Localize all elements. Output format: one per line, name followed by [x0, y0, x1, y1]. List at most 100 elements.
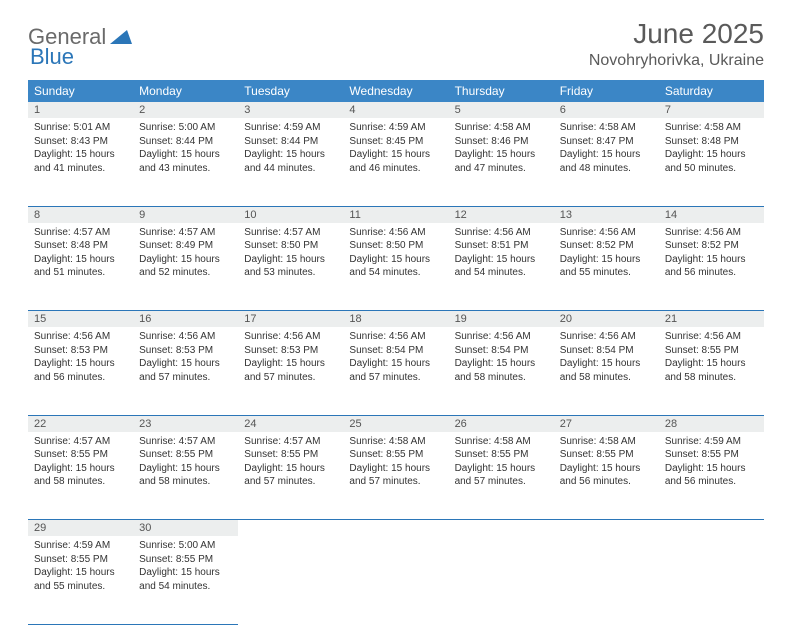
- day-number-cell: 8: [28, 206, 133, 223]
- day-number-cell: 17: [238, 311, 343, 328]
- sunrise-line: Sunrise: 4:56 AM: [349, 330, 442, 344]
- day-number-cell: 9: [133, 206, 238, 223]
- day-number: 28: [659, 416, 764, 432]
- daynum-row: 2930: [28, 520, 764, 537]
- page-title: June 2025: [589, 18, 764, 50]
- day-number-cell: 11: [343, 206, 448, 223]
- sunset-line: Sunset: 8:54 PM: [349, 344, 442, 358]
- sunrise-line: Sunrise: 4:59 AM: [665, 435, 758, 449]
- sunset-line: Sunset: 8:50 PM: [349, 239, 442, 253]
- sunset-line: Sunset: 8:43 PM: [34, 135, 127, 149]
- daylight-line: Daylight: 15 hours and 58 minutes.: [455, 357, 548, 384]
- sunset-line: Sunset: 8:52 PM: [560, 239, 653, 253]
- sunset-line: Sunset: 8:44 PM: [244, 135, 337, 149]
- day-body-cell: Sunrise: 4:56 AMSunset: 8:54 PMDaylight:…: [449, 327, 554, 415]
- day-number: 26: [449, 416, 554, 432]
- day-number: 9: [133, 207, 238, 223]
- day-body-cell: Sunrise: 4:58 AMSunset: 8:46 PMDaylight:…: [449, 118, 554, 206]
- day-number-cell: 28: [659, 415, 764, 432]
- day-number-cell: 12: [449, 206, 554, 223]
- sunrise-line: Sunrise: 4:57 AM: [139, 226, 232, 240]
- day-body-cell: [449, 536, 554, 624]
- sunset-line: Sunset: 8:54 PM: [455, 344, 548, 358]
- weekday-header: Friday: [554, 80, 659, 102]
- daylight-line: Daylight: 15 hours and 52 minutes.: [139, 253, 232, 280]
- day-number-cell: 24: [238, 415, 343, 432]
- day-details: Sunrise: 4:58 AMSunset: 8:46 PMDaylight:…: [449, 118, 554, 181]
- day-number-cell: 19: [449, 311, 554, 328]
- sunrise-line: Sunrise: 4:56 AM: [560, 226, 653, 240]
- day-number-cell: 10: [238, 206, 343, 223]
- day-number: 6: [554, 102, 659, 118]
- day-body-cell: [343, 536, 448, 624]
- day-body-cell: Sunrise: 4:56 AMSunset: 8:52 PMDaylight:…: [554, 223, 659, 311]
- day-number: 14: [659, 207, 764, 223]
- sunrise-line: Sunrise: 4:56 AM: [560, 330, 653, 344]
- day-number: 4: [343, 102, 448, 118]
- sunrise-line: Sunrise: 4:58 AM: [455, 435, 548, 449]
- day-number-cell: 22: [28, 415, 133, 432]
- daylight-line: Daylight: 15 hours and 48 minutes.: [560, 148, 653, 175]
- daylight-line: Daylight: 15 hours and 41 minutes.: [34, 148, 127, 175]
- day-number-cell: 26: [449, 415, 554, 432]
- day-body-cell: [659, 536, 764, 624]
- calendar-table: Sunday Monday Tuesday Wednesday Thursday…: [28, 80, 764, 625]
- sunset-line: Sunset: 8:53 PM: [139, 344, 232, 358]
- day-details: Sunrise: 4:56 AMSunset: 8:52 PMDaylight:…: [659, 223, 764, 286]
- daylight-line: Daylight: 15 hours and 56 minutes.: [665, 253, 758, 280]
- location: Novohryhorivka, Ukraine: [589, 52, 764, 70]
- day-number: 3: [238, 102, 343, 118]
- sunrise-line: Sunrise: 4:56 AM: [455, 330, 548, 344]
- day-number: 1: [28, 102, 133, 118]
- sunset-line: Sunset: 8:47 PM: [560, 135, 653, 149]
- day-details: Sunrise: 4:56 AMSunset: 8:54 PMDaylight:…: [554, 327, 659, 390]
- day-number: 8: [28, 207, 133, 223]
- day-details: Sunrise: 4:56 AMSunset: 8:53 PMDaylight:…: [28, 327, 133, 390]
- sunrise-line: Sunrise: 4:56 AM: [139, 330, 232, 344]
- header: General June 2025 Novohryhorivka, Ukrain…: [28, 18, 764, 70]
- sunrise-line: Sunrise: 4:57 AM: [139, 435, 232, 449]
- weekday-header: Sunday: [28, 80, 133, 102]
- daylight-line: Daylight: 15 hours and 56 minutes.: [34, 357, 127, 384]
- sunrise-line: Sunrise: 4:56 AM: [665, 226, 758, 240]
- sunrise-line: Sunrise: 4:58 AM: [349, 435, 442, 449]
- logo-triangle-icon: [110, 26, 132, 49]
- day-details: Sunrise: 5:00 AMSunset: 8:55 PMDaylight:…: [133, 536, 238, 599]
- daylight-line: Daylight: 15 hours and 57 minutes.: [455, 462, 548, 489]
- day-details: Sunrise: 4:58 AMSunset: 8:47 PMDaylight:…: [554, 118, 659, 181]
- daylight-line: Daylight: 15 hours and 58 minutes.: [560, 357, 653, 384]
- daylight-line: Daylight: 15 hours and 44 minutes.: [244, 148, 337, 175]
- day-number-cell: 30: [133, 520, 238, 537]
- day-number-cell: 21: [659, 311, 764, 328]
- daylight-line: Daylight: 15 hours and 56 minutes.: [665, 462, 758, 489]
- day-details: Sunrise: 5:00 AMSunset: 8:44 PMDaylight:…: [133, 118, 238, 181]
- day-number: 19: [449, 311, 554, 327]
- daylight-line: Daylight: 15 hours and 57 minutes.: [139, 357, 232, 384]
- day-number-cell: 16: [133, 311, 238, 328]
- sunset-line: Sunset: 8:53 PM: [244, 344, 337, 358]
- day-number-cell: 3: [238, 102, 343, 118]
- logo-text-blue: Blue: [30, 44, 74, 70]
- day-body-cell: Sunrise: 4:57 AMSunset: 8:50 PMDaylight:…: [238, 223, 343, 311]
- sunrise-line: Sunrise: 4:58 AM: [665, 121, 758, 135]
- day-body-cell: Sunrise: 4:56 AMSunset: 8:54 PMDaylight:…: [343, 327, 448, 415]
- weekday-header: Tuesday: [238, 80, 343, 102]
- day-number: 20: [554, 311, 659, 327]
- daynum-row: 1234567: [28, 102, 764, 118]
- sunset-line: Sunset: 8:55 PM: [34, 448, 127, 462]
- day-number-cell: 15: [28, 311, 133, 328]
- day-details: Sunrise: 4:57 AMSunset: 8:55 PMDaylight:…: [28, 432, 133, 495]
- day-number: 27: [554, 416, 659, 432]
- daylight-line: Daylight: 15 hours and 54 minutes.: [349, 253, 442, 280]
- day-body-cell: Sunrise: 4:59 AMSunset: 8:55 PMDaylight:…: [659, 432, 764, 520]
- day-body-cell: Sunrise: 4:57 AMSunset: 8:55 PMDaylight:…: [28, 432, 133, 520]
- day-number-cell: 5: [449, 102, 554, 118]
- sunset-line: Sunset: 8:55 PM: [244, 448, 337, 462]
- sunset-line: Sunset: 8:50 PM: [244, 239, 337, 253]
- day-number-cell: 7: [659, 102, 764, 118]
- day-body-cell: Sunrise: 4:58 AMSunset: 8:48 PMDaylight:…: [659, 118, 764, 206]
- sunset-line: Sunset: 8:52 PM: [665, 239, 758, 253]
- day-details: Sunrise: 4:56 AMSunset: 8:53 PMDaylight:…: [238, 327, 343, 390]
- sunrise-line: Sunrise: 5:01 AM: [34, 121, 127, 135]
- day-number-cell: 18: [343, 311, 448, 328]
